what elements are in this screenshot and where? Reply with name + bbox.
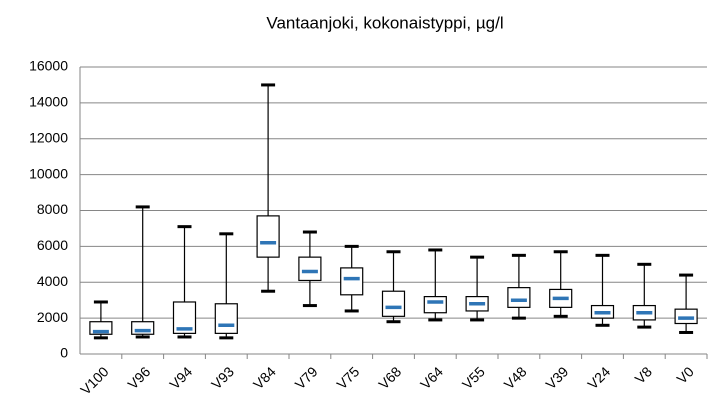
x-tick-label: V55	[459, 363, 488, 392]
y-tick-label: 12000	[29, 129, 68, 145]
box	[298, 256, 322, 282]
y-tick-label: 4000	[37, 273, 68, 289]
x-tick-label: V39	[543, 363, 572, 392]
x-tick-label: V94	[166, 363, 195, 392]
x-tick-label: V96	[125, 363, 154, 392]
box	[423, 296, 447, 314]
y-tick-label: 14000	[29, 94, 68, 110]
x-tick-label: V8	[632, 363, 656, 387]
y-tick-label: 10000	[29, 165, 68, 181]
box	[674, 308, 698, 325]
box	[507, 287, 531, 308]
y-tick-label: 2000	[37, 309, 68, 325]
x-tick-label: V75	[334, 363, 363, 392]
y-tick-label: 8000	[37, 201, 68, 217]
y-tick-label: 0	[60, 345, 68, 361]
box	[340, 267, 364, 296]
x-tick-label: V68	[375, 363, 404, 392]
x-tick-label: V93	[208, 363, 237, 392]
box	[381, 290, 406, 317]
box	[256, 215, 280, 258]
x-tick-label: V64	[417, 363, 446, 392]
x-tick-label: V24	[584, 363, 613, 392]
x-tick-label: V100	[77, 363, 112, 398]
chart-title: Vantaanjoki, kokonaistyppi, µg/l	[266, 13, 503, 32]
x-tick-label: V48	[501, 363, 530, 392]
y-tick-label: 16000	[29, 58, 68, 74]
x-tick-label: V84	[250, 363, 279, 392]
box	[172, 301, 197, 334]
x-tick-label: V79	[292, 363, 321, 392]
x-tick-label: V0	[673, 363, 697, 387]
y-tick-label: 6000	[37, 237, 68, 253]
box	[214, 303, 238, 334]
